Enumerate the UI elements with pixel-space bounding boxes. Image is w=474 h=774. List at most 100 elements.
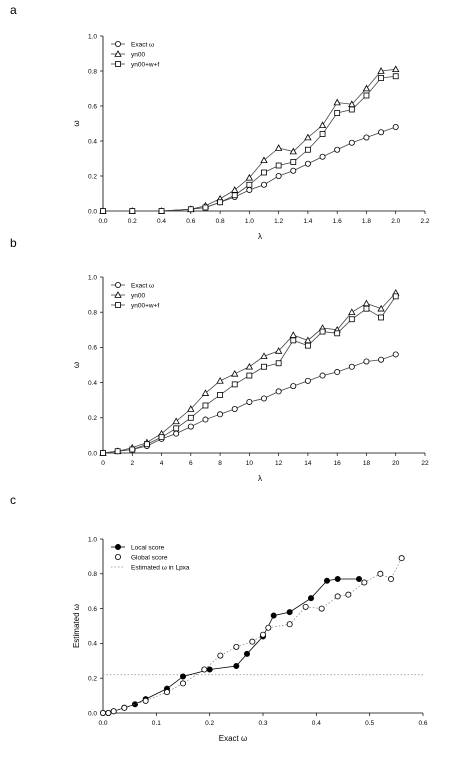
data-point	[231, 192, 238, 199]
data-point	[110, 708, 117, 715]
data-point	[318, 605, 325, 612]
x-tick-label: 0.2	[205, 720, 214, 727]
x-tick-label: 0.6	[186, 218, 195, 225]
y-tick-label: 0.0	[88, 450, 97, 457]
data-point	[202, 402, 209, 409]
y-tick-label: 0.8	[88, 68, 97, 75]
legend-marker	[115, 302, 121, 308]
series-line-local-score	[103, 578, 359, 714]
legend-entry: Estimated ω in Lpxa	[131, 564, 190, 571]
data-point	[363, 305, 370, 312]
data-point	[333, 98, 341, 106]
x-tick-label: 0.1	[152, 720, 161, 727]
data-point	[216, 377, 224, 384]
x-tick-label: 10	[246, 460, 254, 467]
data-point	[158, 208, 165, 214]
x-tick-label: 0.6	[418, 720, 427, 727]
data-point	[246, 398, 253, 405]
data-point	[319, 328, 326, 335]
x-axis-label: λ	[258, 232, 262, 241]
data-point	[334, 146, 341, 153]
data-point	[398, 555, 405, 562]
data-point	[305, 342, 311, 349]
data-point	[290, 167, 297, 174]
data-point	[173, 425, 180, 432]
data-point	[231, 381, 238, 388]
data-point	[348, 316, 355, 323]
data-point	[201, 666, 208, 673]
data-point	[378, 75, 384, 81]
data-point	[290, 383, 297, 390]
data-point	[187, 414, 194, 421]
data-point	[345, 591, 352, 598]
legend-entry: yn00+w+f	[131, 302, 159, 309]
data-point	[392, 65, 400, 73]
x-tick-label: 0.3	[258, 720, 267, 727]
x-tick-label: 16	[334, 460, 342, 467]
data-point	[179, 680, 186, 687]
legend-marker	[115, 543, 122, 550]
data-point	[163, 689, 170, 696]
data-point	[231, 405, 238, 412]
data-point	[304, 377, 311, 384]
x-tick-label: 1.8	[362, 218, 371, 225]
data-point	[387, 576, 394, 583]
legend-marker	[115, 281, 122, 288]
x-axis-label: λ	[258, 474, 262, 483]
data-point	[217, 652, 224, 659]
data-point	[217, 392, 223, 398]
data-point	[105, 710, 112, 717]
y-tick-label: 1.0	[88, 274, 97, 281]
data-point	[245, 362, 254, 370]
data-point	[392, 293, 399, 300]
y-tick-label: 0.0	[88, 208, 97, 215]
data-point	[302, 603, 309, 610]
data-point	[231, 369, 239, 377]
data-point	[334, 576, 341, 583]
data-point	[187, 405, 195, 412]
data-point	[260, 395, 267, 402]
x-tick-label: 2.0	[391, 218, 400, 225]
x-tick-label: 4	[160, 460, 164, 467]
x-axis-label: Exact ω	[219, 734, 247, 743]
legend-entry: Local score	[131, 544, 165, 551]
data-point	[121, 704, 128, 711]
data-point	[201, 389, 210, 396]
x-tick-label: 2.2	[420, 218, 429, 225]
data-point	[334, 369, 341, 376]
data-point	[289, 331, 297, 338]
legend-marker	[115, 554, 122, 561]
data-point	[202, 204, 209, 211]
y-axis-label: ω	[72, 362, 81, 368]
data-point	[290, 159, 297, 165]
data-point	[348, 308, 356, 316]
data-point	[378, 314, 384, 321]
panel-label: a	[10, 3, 17, 17]
data-point	[392, 124, 399, 131]
data-point	[217, 199, 223, 206]
y-tick-label: 0.0	[88, 710, 97, 717]
data-point	[132, 701, 139, 708]
x-tick-label: 18	[363, 460, 371, 467]
panel-label: c	[10, 493, 16, 507]
data-point	[377, 67, 385, 74]
data-point	[363, 92, 370, 99]
data-point	[275, 162, 282, 169]
data-point	[290, 337, 297, 344]
data-point	[260, 181, 267, 188]
data-point	[319, 372, 326, 379]
data-point	[261, 169, 267, 176]
data-point	[249, 638, 256, 645]
data-point	[334, 593, 341, 600]
data-point	[206, 666, 213, 673]
data-point	[275, 388, 282, 395]
data-point	[274, 347, 283, 354]
x-tick-label: 8	[218, 460, 222, 467]
data-point	[158, 434, 165, 441]
data-point	[114, 448, 121, 455]
x-tick-label: 0.0	[98, 218, 107, 225]
y-tick-label: 0.2	[88, 676, 97, 683]
series-line-exact-	[103, 126, 396, 212]
legend-entry: yn00+w+f	[131, 61, 159, 68]
